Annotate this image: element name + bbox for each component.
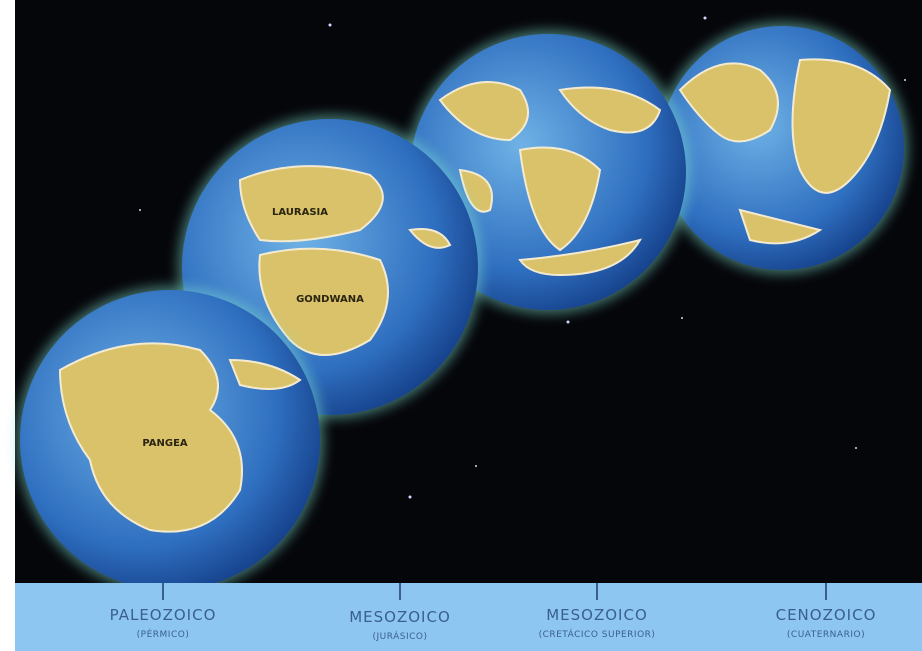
era-period: (JURÁSICO) bbox=[372, 630, 427, 642]
globe-permian bbox=[16, 286, 324, 594]
globe-label: PANGEA bbox=[142, 438, 188, 449]
era-name: CENOZOICO bbox=[776, 606, 877, 624]
era-period: (CUATERNARIO) bbox=[787, 630, 865, 640]
era-name: MESOZOICO bbox=[349, 608, 451, 626]
timeline-ticks bbox=[162, 583, 827, 600]
era-period: (PÉRMICO) bbox=[137, 628, 190, 640]
era-name: PALEOZOICO bbox=[110, 606, 217, 624]
era-period: (CRETÁCICO SUPERIOR) bbox=[539, 628, 656, 640]
era-name: MESOZOICO bbox=[546, 606, 648, 624]
globe-label: GONDWANA bbox=[296, 294, 364, 305]
globe-cenozoic bbox=[656, 22, 908, 274]
stars bbox=[139, 16, 906, 499]
timeline-bar bbox=[15, 583, 922, 651]
globe-label: LAURASIA bbox=[272, 207, 328, 218]
